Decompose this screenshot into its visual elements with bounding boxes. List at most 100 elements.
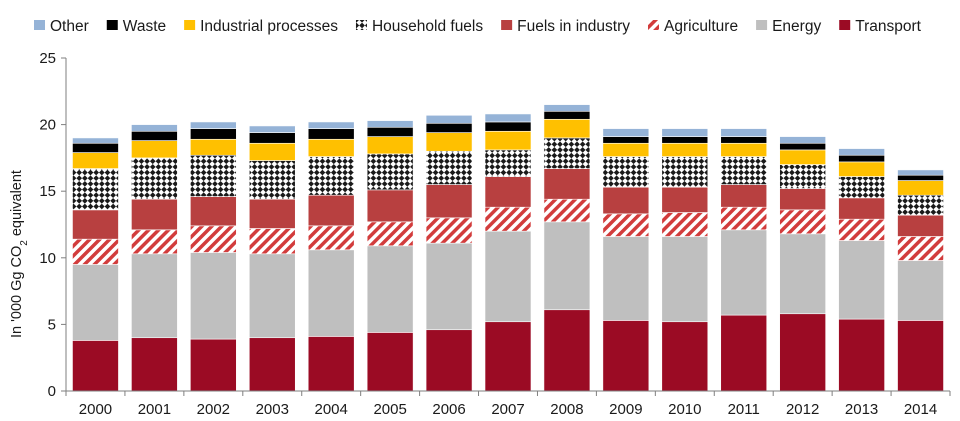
legend-swatch-energy	[756, 20, 768, 30]
bar-fuels-in-industry	[602, 186, 650, 215]
bar-agriculture	[602, 213, 650, 237]
bar-waste	[72, 142, 119, 153]
bar-industrial-processes	[248, 142, 296, 161]
legend: Other Waste Industrial processes Household …	[34, 18, 922, 35]
bar-stack-2009	[602, 128, 650, 392]
bar-waste	[602, 136, 650, 144]
legend-swatch-waste	[106, 20, 118, 30]
y-tick-label: 10	[39, 250, 56, 267]
bar-household-fuels	[897, 194, 944, 216]
bar-energy	[307, 249, 355, 337]
bar-waste	[131, 130, 178, 141]
legend-label-energy: Energy	[772, 18, 821, 35]
bar-transport	[425, 329, 473, 392]
x-tick-label: 2013	[845, 401, 878, 418]
bar-waste	[838, 154, 885, 163]
bar-agriculture	[131, 229, 178, 255]
bar-agriculture	[248, 228, 296, 255]
bar-fuels-in-industry	[897, 214, 944, 237]
x-tick-label: 2006	[432, 401, 465, 418]
x-tick-label: 2009	[609, 401, 642, 418]
bar-other	[307, 121, 355, 129]
bar-energy	[720, 229, 768, 316]
x-tick-label: 2012	[786, 401, 819, 418]
y-axis-title: In '000 Gg CO2 equivalent	[9, 170, 30, 338]
bar-waste	[543, 110, 591, 120]
bar-waste	[720, 136, 768, 144]
bar-transport	[838, 318, 885, 392]
bar-energy	[661, 236, 709, 323]
bar-stack-2012	[779, 136, 826, 392]
bar-energy	[543, 221, 591, 311]
bar-stack-2002	[190, 121, 237, 392]
bar-waste	[897, 174, 944, 181]
bar-stack-2001	[131, 124, 178, 392]
bar-fuels-in-industry	[720, 184, 768, 208]
bar-energy	[602, 236, 650, 321]
bar-agriculture	[425, 217, 473, 244]
bar-transport	[661, 321, 709, 392]
bar-agriculture	[543, 198, 591, 223]
bar-household-fuels	[720, 156, 768, 185]
x-tick-label: 2001	[138, 401, 171, 418]
y-tick-label: 5	[48, 316, 56, 333]
y-tick-label: 15	[39, 183, 56, 200]
legend-label-fuels-in-industry: Fuels in industry	[517, 18, 630, 35]
bar-energy	[425, 242, 473, 331]
x-tick-label: 2002	[197, 401, 230, 418]
bar-energy	[484, 230, 532, 323]
legend-swatch-transport	[839, 20, 851, 30]
y-tick-label: 25	[39, 50, 56, 67]
bar-agriculture	[720, 206, 768, 231]
x-tick-label: 2008	[550, 401, 583, 418]
bar-industrial-processes	[190, 138, 237, 156]
bar-other	[720, 128, 768, 137]
bar-household-fuels	[661, 156, 709, 188]
x-tick-label: 2000	[79, 401, 112, 418]
bar-stack-2014	[897, 169, 944, 392]
x-tick-label: 2010	[668, 401, 701, 418]
bar-waste	[779, 142, 826, 151]
bar-transport	[779, 313, 826, 392]
bar-agriculture	[484, 206, 532, 232]
bar-household-fuels	[307, 156, 355, 196]
bar-other	[484, 113, 532, 123]
legend-label-waste: Waste	[123, 18, 166, 35]
bar-household-fuels	[543, 137, 591, 169]
bar-fuels-in-industry	[661, 186, 709, 213]
bar-transport	[248, 337, 296, 392]
legend-label-industrial-processes: Industrial processes	[200, 18, 338, 35]
bar-household-fuels	[366, 153, 414, 191]
bar-fuels-in-industry	[838, 197, 885, 220]
bar-other	[248, 125, 296, 133]
bar-agriculture	[838, 218, 885, 241]
bar-agriculture	[897, 236, 944, 261]
bar-energy	[897, 260, 944, 321]
bar-other	[366, 120, 414, 128]
bar-household-fuels	[425, 150, 473, 185]
bar-transport	[897, 320, 944, 392]
bar-energy	[779, 233, 826, 315]
x-tick-label: 2007	[491, 401, 524, 418]
bar-fuels-in-industry	[484, 176, 532, 208]
bar-fuels-in-industry	[425, 184, 473, 219]
y-tick-label: 0	[48, 383, 56, 400]
bar-energy	[366, 245, 414, 333]
bar-household-fuels	[72, 168, 119, 211]
bar-industrial-processes	[307, 138, 355, 157]
bar-industrial-processes	[131, 140, 178, 159]
bar-waste	[366, 126, 414, 137]
bar-fuels-in-industry	[779, 188, 826, 211]
legend-swatch-agriculture	[648, 20, 659, 30]
bar-other	[602, 128, 650, 137]
bar-other	[131, 124, 178, 132]
bar-fuels-in-industry	[72, 209, 119, 240]
x-tick-label: 2003	[256, 401, 289, 418]
bar-waste	[190, 128, 237, 140]
bar-waste	[307, 128, 355, 140]
x-tick-label: 2004	[315, 401, 348, 418]
bar-household-fuels	[190, 154, 237, 197]
bar-stack-2006	[425, 114, 473, 392]
bars	[72, 104, 944, 392]
